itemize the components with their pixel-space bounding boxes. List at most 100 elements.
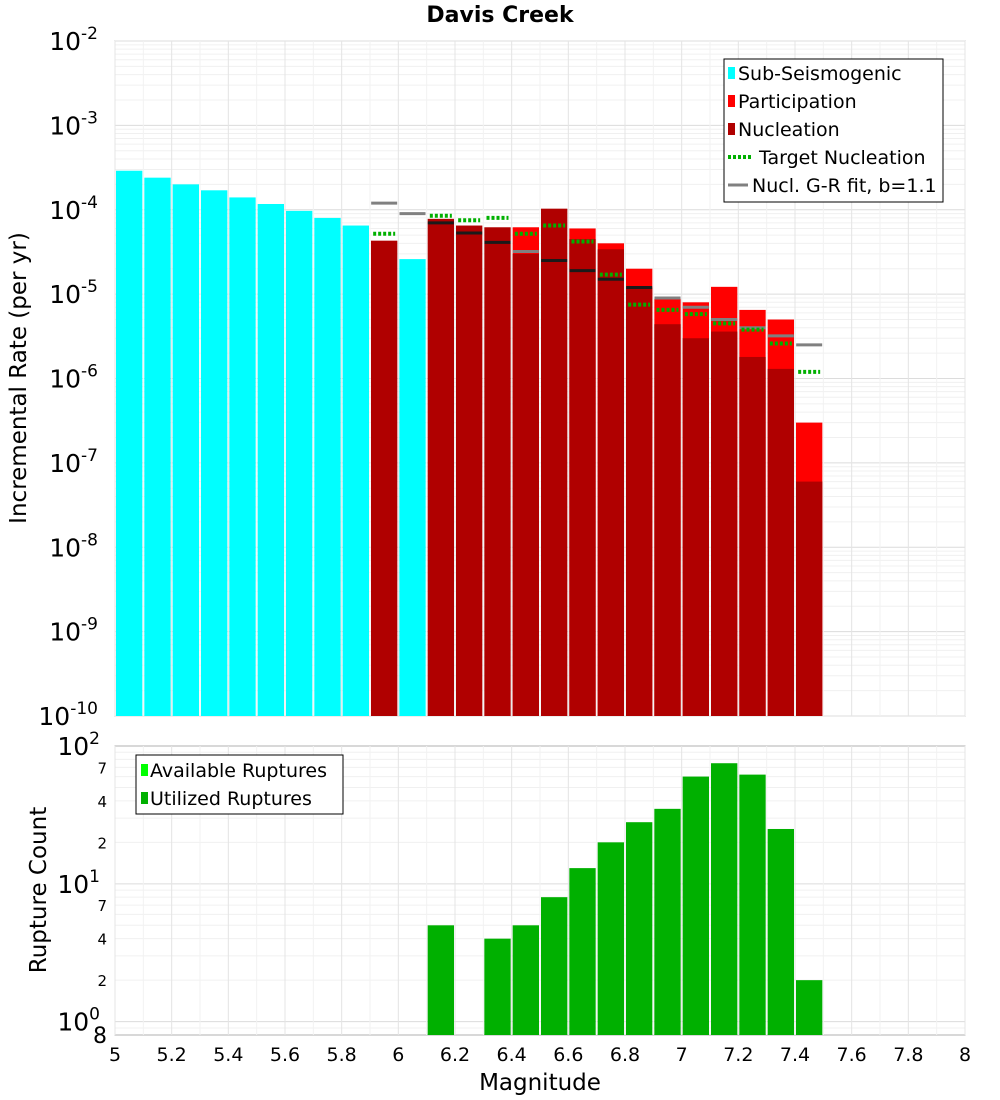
- utilized-ruptures-bar: [739, 774, 766, 1035]
- utilized-ruptures-bar: [569, 868, 596, 1035]
- sub-seismogenic-bar: [116, 170, 143, 716]
- x-ticks: 5 5.2 5.4 5.6 5.8 6 6.2 6.4 6.6 6.8 7 7.2 7.4 7.6 7.8 8: [109, 1044, 971, 1066]
- nucleation-bar: [654, 324, 681, 716]
- legend-swatch: [728, 95, 735, 107]
- y-minor-tick-label: 7: [97, 897, 107, 915]
- y-tick-label: 10-5: [49, 277, 98, 309]
- legend-swatch: [728, 123, 735, 135]
- x-tick-label: 6.2: [440, 1044, 470, 1066]
- utilized-ruptures-bar: [682, 776, 709, 1035]
- utilized-ruptures-bar: [427, 925, 454, 1035]
- nucleation-bar: [711, 331, 738, 716]
- top-plot: 10-10 10-9 10-8 10-7 10-6 10-5 10-4 10-3 10-2 In…: [6, 24, 966, 731]
- y-tick-label: 10-4: [49, 193, 98, 225]
- legend-label: Sub-Seismogenic: [738, 63, 902, 85]
- legend-label: Available Ruptures: [150, 760, 327, 782]
- y-minor-tick-label: 2: [97, 834, 107, 852]
- y-minor-tick-label: 7: [97, 759, 107, 777]
- utilized-ruptures-bar: [597, 842, 624, 1035]
- nucleation-bar: [626, 287, 653, 716]
- utilized-ruptures-bar: [512, 925, 539, 1035]
- nucleation-bar: [456, 225, 483, 716]
- legend-label: Utilized Ruptures: [150, 788, 312, 810]
- utilized-ruptures-bar: [541, 897, 568, 1035]
- y-tick-label: 10-6: [49, 362, 98, 394]
- nucleation-bar: [371, 240, 398, 717]
- legend-label: Participation: [738, 91, 857, 113]
- legend-label: Nucl. G-R fit, b=1.1: [752, 175, 937, 197]
- chart-title: Davis Creek: [426, 3, 575, 28]
- utilized-ruptures-bar: [711, 763, 738, 1035]
- nucleation-bar: [512, 253, 539, 716]
- x-tick-label: 6.6: [553, 1044, 583, 1066]
- nucleation-bar: [427, 218, 454, 716]
- nucleation-bar: [484, 227, 511, 716]
- sub-seismogenic-bar: [172, 184, 199, 717]
- utilized-ruptures-bar: [654, 808, 681, 1035]
- y-tick-label: 10-10: [38, 699, 98, 731]
- nucleation-bar: [541, 208, 568, 716]
- y-tick-label: 10-8: [49, 530, 98, 562]
- y-minor-tick-label: 4: [97, 793, 107, 811]
- utilized-ruptures-bar: [626, 822, 653, 1035]
- x-tick-label: 5: [109, 1044, 121, 1066]
- y-minor-tick-label: 4: [97, 931, 107, 949]
- x-axis-label: Magnitude: [479, 1070, 601, 1096]
- sub-seismogenic-bar: [257, 203, 284, 716]
- legend-box: [723, 58, 944, 203]
- sub-seismogenic-bar: [144, 177, 171, 716]
- x-tick-label: 7.6: [837, 1044, 867, 1066]
- y-tick-label: 10-9: [49, 615, 98, 647]
- y-bottom-tick-label: 8: [93, 1024, 107, 1049]
- top-y-ticks: 10-10 10-9 10-8 10-7 10-6 10-5 10-4 10-3 10-2: [38, 24, 98, 731]
- y-minor-tick-label: 2: [97, 972, 107, 990]
- bottom-y-axis-label: Rupture Count: [26, 807, 52, 973]
- y-tick-label: 10-7: [49, 446, 98, 478]
- nucleation-bar: [796, 481, 823, 716]
- x-tick-label: 6.4: [497, 1044, 527, 1066]
- x-tick-label: 5.2: [157, 1044, 187, 1066]
- x-tick-label: 7: [676, 1044, 688, 1066]
- top-legend: Sub-Seismogenic Participation Nucleation Ta…: [723, 58, 944, 203]
- utilized-ruptures-bar: [767, 828, 794, 1035]
- x-tick-label: 7.4: [780, 1044, 810, 1066]
- legend-swatch: [141, 764, 148, 776]
- utilized-ruptures-bar: [796, 980, 823, 1035]
- legend-swatch: [728, 67, 735, 79]
- sub-seismogenic-bar: [229, 197, 256, 717]
- y-tick-label: 100: [57, 1005, 100, 1037]
- top-lines: [371, 201, 823, 374]
- x-tick-label: 7.2: [723, 1044, 753, 1066]
- x-tick-label: 5.8: [327, 1044, 357, 1066]
- nucleation-bar: [682, 338, 709, 716]
- utilized-ruptures-bar: [484, 938, 511, 1035]
- y-tick-label: 10-3: [49, 108, 98, 140]
- y-tick-label: 102: [57, 729, 100, 761]
- y-tick-label: 101: [57, 867, 100, 899]
- x-tick-label: 7.8: [893, 1044, 923, 1066]
- top-y-axis-label: Incremental Rate (per yr): [6, 232, 32, 524]
- nucleation-bar: [569, 239, 596, 716]
- legend-label: Target Nucleation: [758, 147, 926, 169]
- x-tick-label: 8: [959, 1044, 971, 1066]
- x-tick-label: 5.4: [213, 1044, 243, 1066]
- bottom-legend: Available Ruptures Utilized Ruptures: [135, 754, 344, 815]
- nucleation-bar: [597, 249, 624, 716]
- y-tick-label: 10-2: [49, 24, 98, 56]
- legend-box: [135, 754, 344, 815]
- sub-seismogenic-bar: [314, 217, 341, 716]
- sub-seismogenic-bar: [399, 259, 426, 716]
- x-tick-label: 6.8: [610, 1044, 640, 1066]
- nucleation-bar: [739, 356, 766, 716]
- sub-seismogenic-bar: [286, 210, 313, 716]
- sub-seismogenic-bar: [201, 190, 228, 716]
- legend-swatch: [141, 792, 148, 804]
- sub-seismogenic-bar: [342, 225, 369, 716]
- legend-label: Nucleation: [738, 119, 840, 141]
- top-bars: [116, 170, 823, 717]
- x-tick-label: 5.6: [270, 1044, 300, 1066]
- bottom-bars: [427, 763, 823, 1035]
